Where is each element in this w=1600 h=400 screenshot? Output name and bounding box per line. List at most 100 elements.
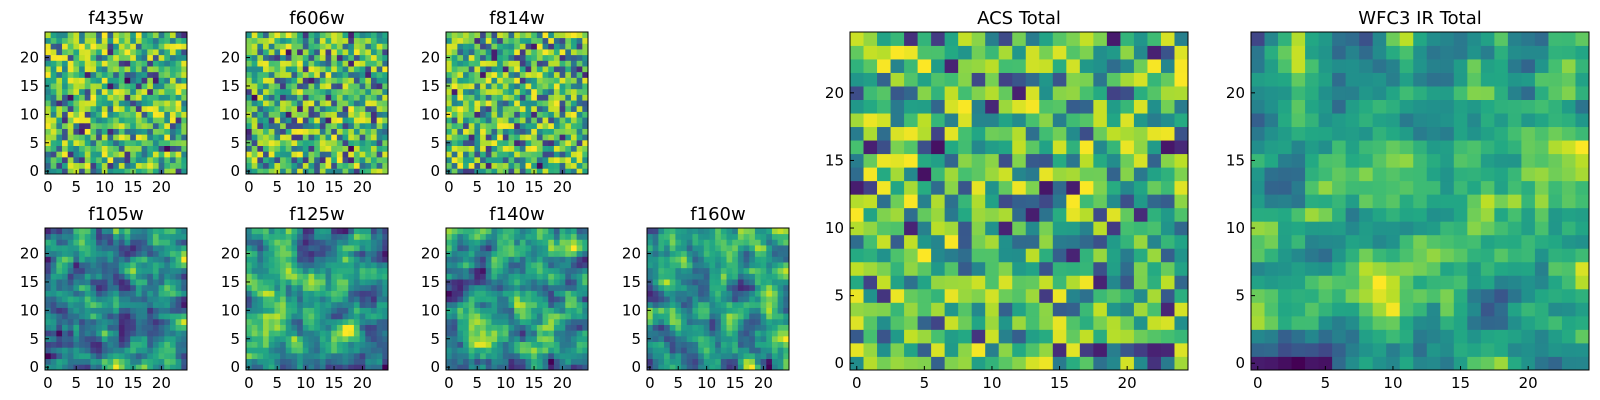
heatmap-cell: [917, 302, 932, 317]
heatmap-cell: [971, 356, 986, 371]
heatmap-cell: [531, 71, 538, 78]
heatmap-cell: [681, 250, 688, 257]
heatmap-cell: [67, 83, 74, 90]
heatmap-cell: [147, 168, 154, 175]
heatmap-cell: [135, 358, 142, 365]
heatmap-cell: [359, 330, 366, 337]
heatmap-cell: [274, 341, 281, 348]
heatmap-cell: [370, 330, 378, 337]
heatmap-cell: [353, 347, 360, 354]
heatmap-cell: [291, 239, 298, 246]
heatmap-cell: [382, 273, 389, 280]
heatmap-cell: [451, 128, 458, 135]
heatmap-cell: [692, 330, 699, 337]
heatmap-cell: [570, 88, 578, 95]
heatmap-cell: [365, 83, 372, 90]
heatmap-cell: [457, 134, 464, 141]
heatmap-cell: [251, 352, 258, 360]
heatmap-cell: [274, 128, 281, 135]
heatmap-cell: [658, 330, 665, 337]
heatmap-cell: [519, 37, 526, 44]
heatmap-cell: [96, 301, 103, 308]
heatmap-cell: [652, 307, 659, 314]
heatmap-cell: [359, 122, 366, 129]
heatmap-cell: [90, 262, 97, 269]
heatmap-cell: [56, 60, 63, 67]
heatmap-cell: [263, 358, 270, 365]
heatmap-cell: [715, 324, 722, 331]
heatmap-cell: [463, 54, 470, 61]
heatmap-cell: [331, 279, 338, 286]
heatmap-cell: [468, 335, 475, 342]
heatmap-cell: [457, 88, 464, 95]
heatmap-cell: [1160, 153, 1175, 168]
heatmap-cell: [565, 83, 572, 90]
heatmap-cell: [570, 37, 578, 44]
heatmap-cell: [754, 233, 761, 240]
heatmap-cell: [101, 49, 108, 56]
heatmap-cell: [79, 83, 86, 90]
heatmap-cell: [90, 145, 97, 152]
heatmap-cell: [877, 356, 891, 371]
heatmap-cell: [370, 111, 378, 118]
heatmap-cell: [553, 347, 560, 354]
heatmap-cell: [353, 117, 360, 124]
heatmap-cell: [84, 105, 91, 112]
heatmap-cell: [582, 88, 589, 95]
heatmap-cell: [582, 352, 589, 360]
heatmap-cell: [268, 139, 275, 146]
heatmap-cell: [365, 151, 372, 158]
heatmap-cell: [118, 324, 125, 331]
heatmap-cell: [508, 139, 515, 146]
heatmap-cell: [531, 347, 538, 354]
heatmap-cell: [491, 256, 498, 263]
heatmap-cell: [474, 134, 481, 141]
heatmap-cell: [542, 341, 549, 348]
heatmap-cell: [760, 290, 767, 297]
heatmap-cell: [766, 335, 773, 342]
heatmap-cell: [152, 117, 159, 124]
heatmap-cell: [169, 273, 177, 280]
heatmap-cell: [536, 32, 543, 39]
heatmap-cell: [743, 256, 750, 263]
heatmap-cell: [850, 113, 864, 128]
heatmap-cell: [754, 279, 761, 286]
heatmap-cell: [141, 111, 148, 118]
heatmap-cell: [50, 37, 57, 44]
heatmap-cell: [246, 49, 253, 56]
heatmap-cell: [297, 318, 304, 325]
heatmap-cell: [90, 324, 97, 331]
heatmap-cell: [331, 128, 338, 135]
heatmap-cell: [548, 156, 555, 164]
heatmap-cell: [760, 352, 767, 360]
heatmap-cell: [274, 245, 281, 252]
heatmap-cell: [382, 296, 389, 303]
heatmap-cell: [582, 273, 589, 280]
heatmap-cell: [319, 37, 326, 44]
heatmap-cell: [56, 162, 63, 169]
heatmap-cell: [446, 228, 453, 235]
heatmap-cell: [658, 318, 665, 325]
heatmap-cell: [863, 261, 878, 276]
heatmap-cell: [359, 49, 366, 56]
heatmap-cell: [169, 49, 177, 56]
heatmap-cell: [658, 307, 665, 314]
heatmap-cell: [164, 262, 171, 269]
heatmap-cell: [508, 145, 515, 152]
heatmap-cell: [652, 301, 659, 308]
heatmap-cell: [101, 239, 108, 246]
heatmap-cell: [113, 37, 120, 44]
heatmap-cell: [268, 156, 275, 164]
heatmap-cell: [698, 228, 705, 235]
heatmap-cell: [118, 168, 125, 175]
heatmap-cell: [376, 364, 383, 371]
heatmap-cell: [382, 100, 389, 107]
y-tick-label: 5: [430, 134, 440, 152]
heatmap-cell: [164, 364, 171, 371]
heatmap-cell: [760, 245, 767, 252]
heatmap-cell: [1052, 248, 1067, 263]
heatmap-cell: [90, 273, 97, 280]
heatmap-cell: [370, 313, 378, 320]
heatmap-cell: [325, 32, 332, 39]
